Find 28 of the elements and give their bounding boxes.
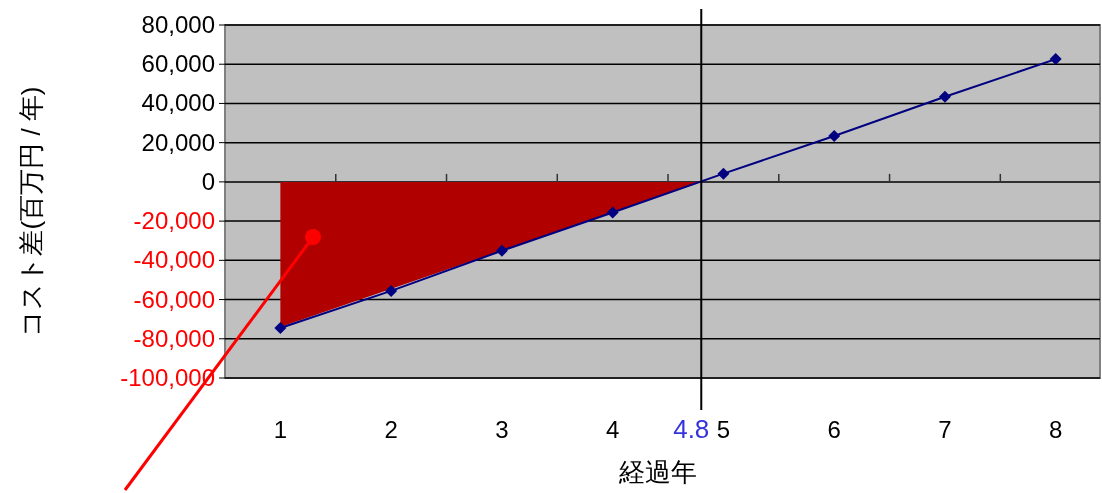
point <box>717 167 730 180</box>
y-tick-label: 0 <box>201 167 215 195</box>
y-tick-label: -40,000 <box>133 246 215 274</box>
point <box>495 244 508 257</box>
x-axis-title: 経過年 <box>617 457 697 487</box>
y-tick-label: -20,000 <box>133 207 215 235</box>
x-tick-label: 7 <box>938 416 952 443</box>
y-tick-label: 20,000 <box>141 128 215 156</box>
x-tick-label: 6 <box>827 416 841 443</box>
point <box>828 130 841 142</box>
y-tick-label: 40,000 <box>141 89 215 117</box>
y-tick-label: -80,000 <box>133 324 215 352</box>
point <box>606 206 619 219</box>
point <box>274 321 287 334</box>
x-tick-label: 1 <box>273 416 288 443</box>
y-axis-title: コスト差(百万円 / 年) <box>16 86 46 337</box>
y-tick-label: 60,000 <box>141 50 215 78</box>
point <box>938 90 951 103</box>
x-tick-label: 2 <box>384 416 398 443</box>
x-tick-label: 4 <box>605 416 620 443</box>
point <box>1049 53 1062 66</box>
point <box>385 284 398 297</box>
y-tick-label: -60,000 <box>133 285 215 313</box>
ref-line-label: 4.8 <box>673 414 710 444</box>
x-tick-label: 5 <box>716 416 731 443</box>
x-tick-label: 8 <box>1049 416 1063 443</box>
x-tick-label: 3 <box>495 416 509 443</box>
y-tick-label: 80,000 <box>141 11 215 38</box>
